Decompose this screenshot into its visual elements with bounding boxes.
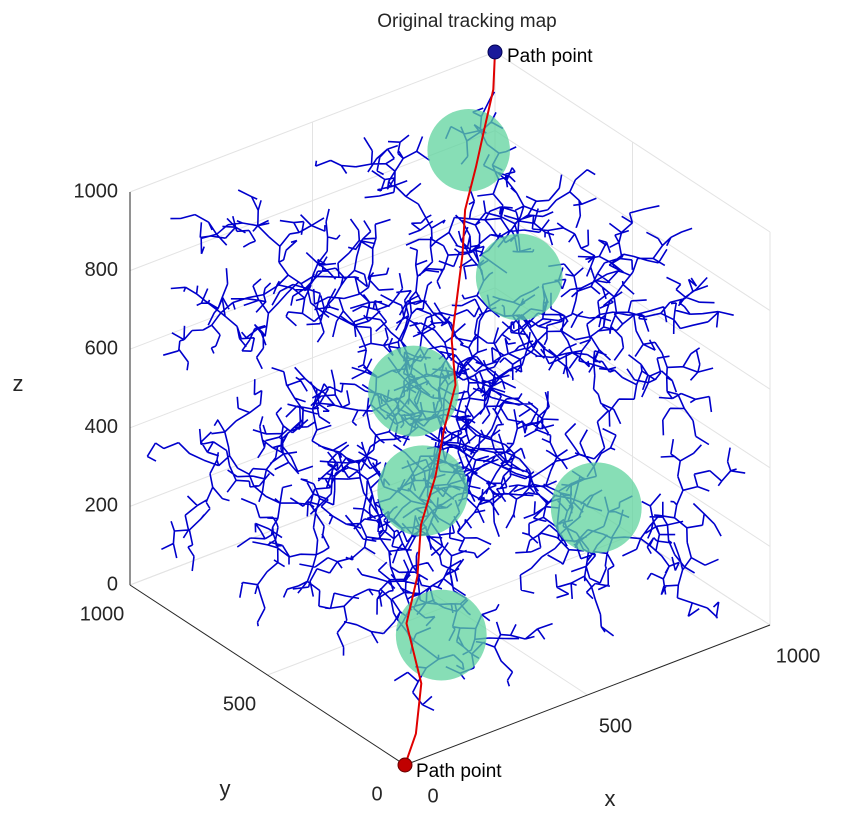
- x-tick-label: 0: [427, 785, 438, 807]
- chart-title: Original tracking map: [377, 11, 557, 32]
- x-tick-label: 1000: [776, 645, 821, 667]
- y-tick-label: 500: [223, 693, 256, 715]
- z-tick-label: 0: [107, 573, 118, 595]
- obstacle: [395, 589, 487, 681]
- axis-line: [404, 624, 771, 766]
- y-tick-label: 0: [371, 783, 382, 805]
- annotation: Path point: [416, 761, 502, 782]
- z-tick-label: 800: [85, 259, 118, 281]
- grid-line: [494, 208, 771, 390]
- grid-line: [494, 51, 771, 233]
- grid-line: [129, 287, 496, 429]
- path-line: [404, 51, 496, 766]
- grid-line: [494, 365, 771, 547]
- axis-line: [129, 584, 406, 766]
- obstacle: [377, 445, 469, 537]
- grid-line: [129, 51, 496, 193]
- z-axis-label: z: [13, 371, 24, 396]
- y-tick-label: 1000: [80, 603, 125, 625]
- obstacle: [550, 462, 642, 554]
- x-axis-label: x: [605, 786, 616, 811]
- x-tick-label: 500: [599, 715, 632, 737]
- z-tick-label: 1000: [74, 180, 119, 202]
- z-tick-label: 200: [85, 495, 118, 517]
- obstacle: [427, 109, 510, 192]
- y-axis-label: y: [220, 776, 231, 801]
- start-point: [397, 757, 413, 773]
- obstacle: [475, 233, 563, 321]
- z-tick-label: 600: [85, 337, 118, 359]
- annotation: Path point: [507, 46, 593, 67]
- end-point: [487, 44, 503, 60]
- obstacle: [368, 345, 459, 437]
- z-tick-label: 400: [85, 416, 118, 438]
